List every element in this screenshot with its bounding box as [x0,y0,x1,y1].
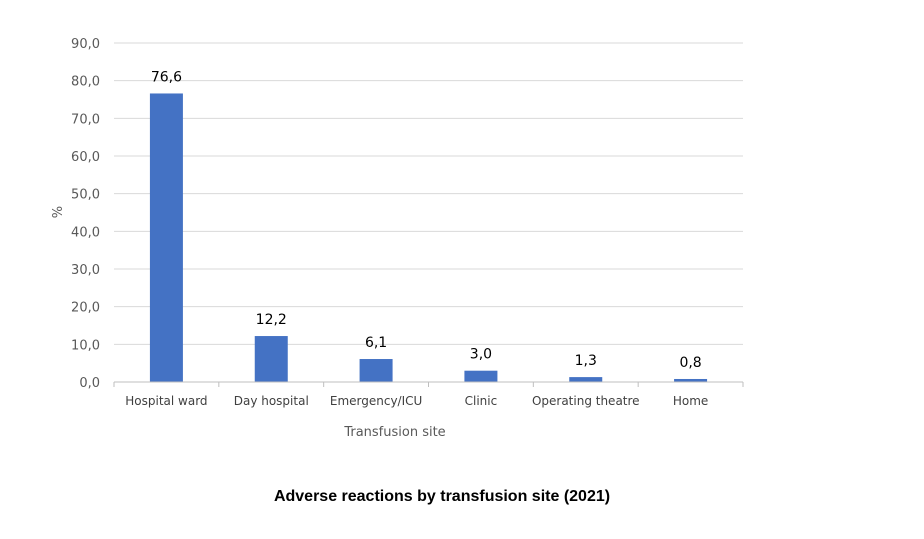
x-axis-title: Transfusion site [343,425,445,440]
y-tick-label: 60,0 [71,150,100,165]
data-labels: 76,6 12,2 6,1 3,0 1,3 0,8 [151,69,702,371]
category-label: Day hospital [234,394,309,408]
bar [359,359,393,382]
category-label: Hospital ward [125,394,207,408]
data-label: 0,8 [679,355,701,371]
data-label: 12,2 [256,312,287,328]
category-label: Operating theatre [532,394,640,408]
y-axis-ticks: 0,0 10,0 20,0 30,0 40,0 50,0 60,0 70,0 80,0 90,0 [71,37,100,391]
y-tick-label: 20,0 [71,301,100,316]
bar [149,93,183,383]
y-tick-label: 50,0 [71,188,100,203]
bar [464,370,498,382]
category-label: Clinic [465,394,498,408]
category-label: Emergency/ICU [330,394,422,408]
bar [569,377,603,382]
y-tick-label: 30,0 [71,263,100,278]
data-label: 6,1 [365,335,387,351]
bar [254,336,288,382]
y-tick-label: 70,0 [71,112,100,127]
data-label: 1,3 [575,353,597,369]
y-tick-label: 90,0 [71,37,100,52]
bars [149,93,708,383]
category-label: Home [673,394,708,408]
data-label: 3,0 [470,347,492,363]
y-axis-title: % [51,206,66,218]
data-label: 76,6 [151,69,182,85]
y-tick-label: 80,0 [71,75,100,90]
gridlines [114,42,743,345]
x-axis-categories: Hospital ward Day hospital Emergency/ICU Cl… [113,382,744,408]
y-tick-label: 0,0 [79,376,100,391]
y-tick-label: 10,0 [71,338,100,353]
y-tick-label: 40,0 [71,225,100,240]
chart-title: Adverse reactions by transfusion site (2… [274,488,610,505]
bar [674,378,708,382]
